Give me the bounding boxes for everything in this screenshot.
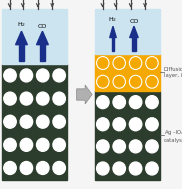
Circle shape [113,75,125,88]
Circle shape [37,162,49,174]
Circle shape [97,57,109,70]
Bar [132,38,136,51]
Text: H$_2$: H$_2$ [17,20,26,29]
Bar [19,45,24,61]
Circle shape [37,92,49,105]
Bar [40,45,45,61]
Bar [112,38,114,51]
Circle shape [53,69,65,82]
Circle shape [20,162,33,174]
Circle shape [113,118,125,131]
Circle shape [97,118,109,131]
Circle shape [146,57,158,70]
Text: CO: CO [38,24,47,29]
Circle shape [146,75,158,88]
Circle shape [97,57,109,70]
Circle shape [4,69,16,82]
Circle shape [97,96,109,109]
Polygon shape [37,31,48,45]
Bar [95,54,160,91]
Circle shape [146,162,158,175]
Text: Diffusion
layer, inert: Diffusion layer, inert [164,67,182,78]
Bar [95,9,160,54]
Circle shape [4,92,16,105]
Circle shape [113,162,125,175]
Text: H$_2$: H$_2$ [108,15,118,25]
Circle shape [129,118,142,131]
Circle shape [129,162,142,175]
Circle shape [113,57,125,70]
Circle shape [97,162,109,175]
Circle shape [37,138,49,151]
Circle shape [129,140,142,153]
Circle shape [53,92,65,105]
Circle shape [4,115,16,128]
Bar [2,9,67,64]
Circle shape [20,69,33,82]
Circle shape [53,162,65,174]
Circle shape [113,75,125,88]
Circle shape [129,75,142,88]
Circle shape [4,162,16,174]
Circle shape [20,115,33,128]
Circle shape [4,138,16,151]
Circle shape [146,96,158,109]
Circle shape [97,75,109,88]
Circle shape [97,140,109,153]
Polygon shape [110,26,116,38]
Circle shape [20,138,33,151]
Bar [2,64,67,180]
Circle shape [113,96,125,109]
Polygon shape [130,26,138,38]
Text: Ag –IO$_x$
catalyst: Ag –IO$_x$ catalyst [164,128,182,143]
Circle shape [146,75,158,88]
Circle shape [129,57,142,70]
Circle shape [146,118,158,131]
Circle shape [129,96,142,109]
Circle shape [97,75,109,88]
Polygon shape [16,31,27,45]
FancyArrow shape [77,85,92,104]
Bar [95,91,160,180]
Circle shape [129,75,142,88]
Circle shape [20,92,33,105]
Circle shape [37,115,49,128]
Circle shape [113,57,125,70]
Circle shape [146,57,158,70]
Circle shape [53,138,65,151]
Text: CO: CO [129,19,139,25]
Circle shape [113,140,125,153]
Circle shape [37,69,49,82]
Circle shape [53,115,65,128]
Circle shape [146,140,158,153]
Circle shape [129,57,142,70]
